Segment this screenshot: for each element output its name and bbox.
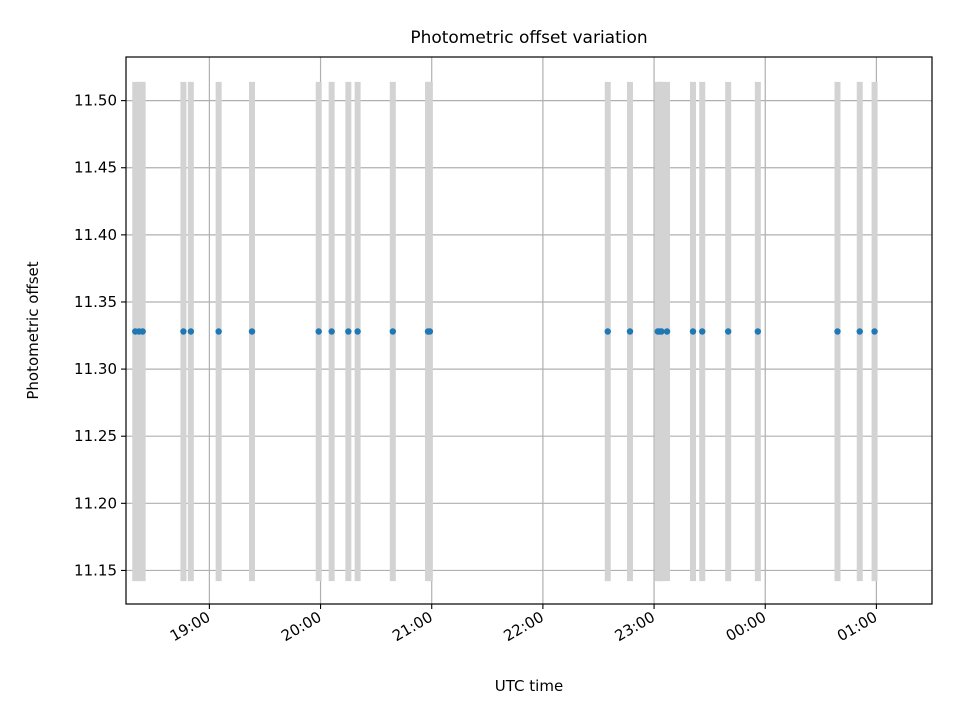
x-axis-label: UTC time — [495, 677, 563, 695]
data-point — [605, 328, 611, 334]
data-point — [664, 328, 670, 334]
data-point — [725, 328, 731, 334]
data-point — [188, 328, 194, 334]
y-tick-label: 11.20 — [74, 494, 117, 512]
data-point — [139, 328, 145, 334]
y-tick-label: 11.35 — [74, 293, 117, 311]
data-point — [857, 328, 863, 334]
data-point — [834, 328, 840, 334]
data-point — [390, 328, 396, 334]
data-point — [699, 328, 705, 334]
data-point — [315, 328, 321, 334]
y-tick-label: 11.50 — [74, 92, 117, 110]
data-point — [871, 328, 877, 334]
y-axis-label: Photometric offset — [24, 261, 42, 399]
y-tick-label: 11.40 — [74, 226, 117, 244]
chart-title: Photometric offset variation — [410, 28, 647, 48]
data-point — [215, 328, 221, 334]
y-tick-label: 11.30 — [74, 360, 117, 378]
data-point — [690, 328, 696, 334]
data-point — [249, 328, 255, 334]
y-tick-label: 11.25 — [74, 427, 117, 445]
data-point — [755, 328, 761, 334]
y-tick-label: 11.15 — [74, 561, 117, 579]
data-point — [180, 328, 186, 334]
data-point — [658, 328, 664, 334]
data-point — [345, 328, 351, 334]
y-tick-label: 11.45 — [74, 159, 117, 177]
data-point — [354, 328, 360, 334]
data-point — [328, 328, 334, 334]
data-point — [627, 328, 633, 334]
data-point — [427, 328, 433, 334]
